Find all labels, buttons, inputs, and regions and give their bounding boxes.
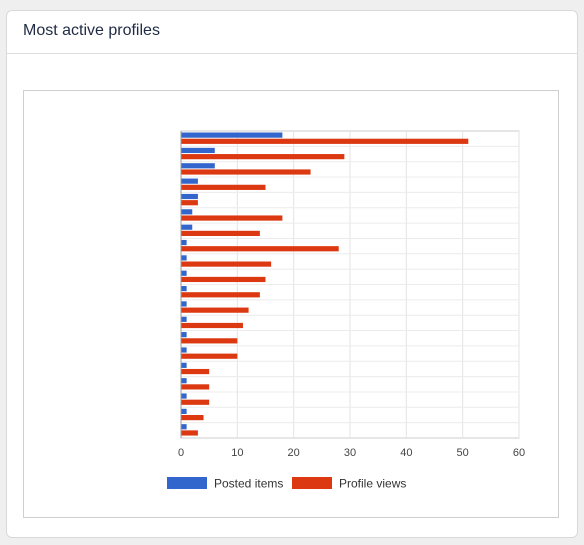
bar-posted-items [181,424,187,430]
bar-profile-views [181,215,283,221]
x-tick-label: 20 [288,447,300,459]
bar-profile-views [181,415,204,421]
bar-posted-items [181,178,198,184]
bar-posted-items [181,270,187,276]
bar-profile-views [181,138,469,144]
bar-profile-views [181,184,266,190]
legend-label-posted-items: Posted items [214,477,283,491]
bar-profile-views [181,169,311,175]
bar-profile-views [181,368,210,375]
x-tick-label: 50 [457,447,469,459]
bar-posted-items [181,332,187,338]
bar-profile-views [181,261,272,267]
bar-posted-items [181,393,187,399]
chart-frame: 0 10 20 30 40 50 60 Posted items Profile views [23,90,559,518]
bar-posted-items [181,132,283,138]
x-tick-label: 60 [513,447,525,459]
bar-profile-views [181,430,198,436]
card-title: Most active profiles [23,22,160,39]
x-tick-label: 10 [231,447,243,459]
bar-profile-views [181,384,210,390]
bar-profile-views [181,322,243,329]
bar-profile-views [181,338,238,344]
bar-profile-views [181,246,339,252]
legend-swatch-profile-views [292,477,332,489]
bar-posted-items [181,347,187,353]
bar-profile-views [181,353,238,359]
bar-posted-items [181,239,187,246]
bar-profile-views [181,200,198,206]
bar-posted-items [181,301,187,307]
bar-chart: 0 10 20 30 40 50 60 Posted items Profile views [167,130,525,491]
bar-posted-items [181,408,187,414]
bar-profile-views [181,292,260,298]
x-tick-label: 30 [344,447,356,459]
bar-profile-views [181,230,260,236]
bar-posted-items [181,209,193,215]
bar-profile-views [181,399,210,405]
bar-posted-items [181,255,187,261]
bar-posted-items [181,147,215,154]
bar-posted-items [181,193,198,200]
bar-profile-views [181,154,345,160]
bar-posted-items [181,316,187,322]
bar-posted-items [181,163,215,169]
bar-posted-items [181,362,187,368]
bar-profile-views [181,276,266,283]
x-tick-label: 0 [178,447,184,459]
bar-posted-items [181,286,187,292]
x-tick-label: 40 [400,447,412,459]
bar-posted-items [181,378,187,384]
legend-label-profile-views: Profile views [339,477,406,491]
bar-posted-items [181,224,193,230]
card-header: Most active profiles [7,11,577,54]
bar-profile-views [181,307,249,313]
legend-swatch-posted-items [167,477,207,489]
